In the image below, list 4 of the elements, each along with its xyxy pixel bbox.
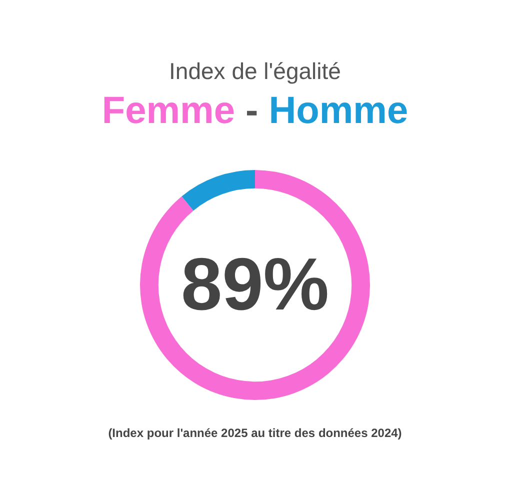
chart-title: Index de l'égalité	[168, 58, 342, 85]
text: (Index pour l'année 2025 au titre des données 2024)	[107, 426, 403, 440]
chart-subtitle: Femme - Homme	[102, 90, 408, 132]
data-label: 89%	[180, 242, 330, 326]
